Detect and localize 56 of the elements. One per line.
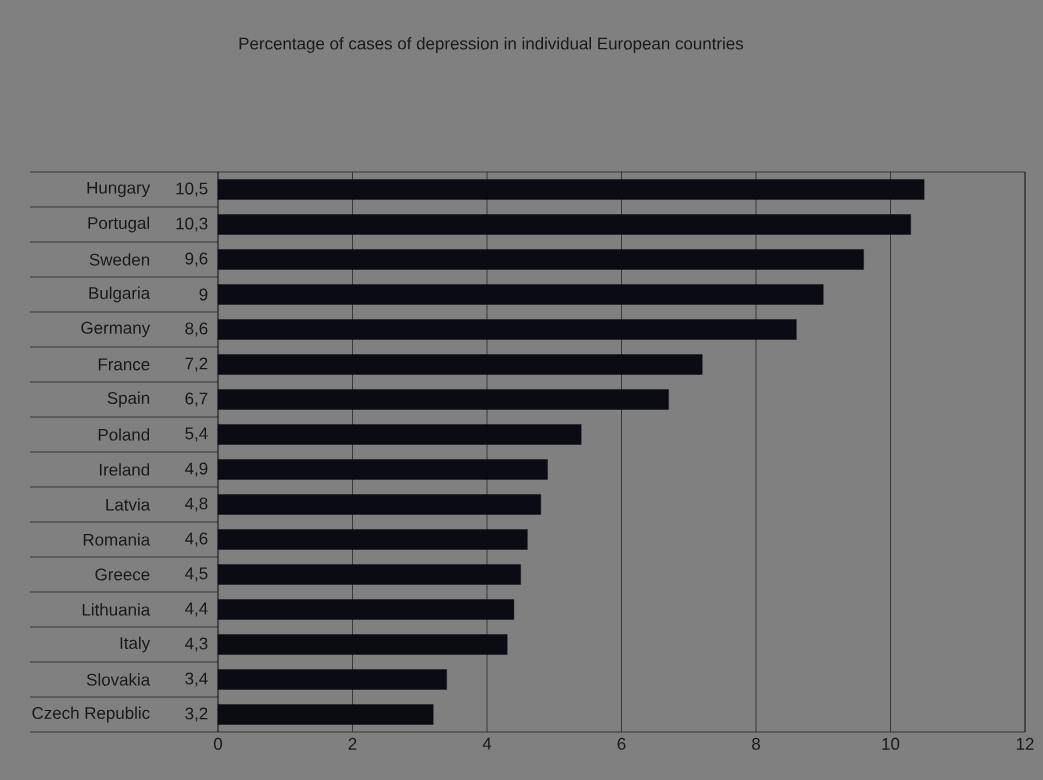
x-tick-label: 0 [213,737,223,750]
y-tick-label: Lithuania [82,603,151,616]
bar [217,704,434,725]
x-tick-label: 10 [882,737,900,750]
y-tick-label: Poland [98,428,150,441]
y-tick-label: Portugal [88,216,150,233]
x-tick-label: 2 [348,737,357,750]
bar [217,634,508,655]
y-tick-label: Sweden [89,253,150,266]
y-tick-label: Germany [81,321,151,338]
chart-title: Percentage of cases of depression in individual European countries [239,37,744,53]
x-tick-label: 4 [482,737,492,750]
bar [217,319,797,340]
data-label: 3,4 [185,672,208,687]
data-label: 9 [199,288,208,301]
data-label: 4,9 [185,462,208,477]
data-label: 3,2 [185,707,208,722]
data-label: 10,5 [176,182,208,197]
bar [217,669,447,690]
data-label: 4,8 [185,497,208,512]
y-tick-label: Slovakia [86,673,151,686]
y-tick-label: Bulgaria [89,286,151,303]
bar [217,389,669,410]
data-label: 10,3 [176,217,208,232]
data-label: 4,5 [185,567,208,582]
x-tick-label: 6 [617,737,626,750]
bar [217,529,528,550]
bar [217,494,542,515]
y-tick-label: France [98,358,150,371]
x-tick-label: 12 [1016,737,1034,750]
y-tick-label: Italy [120,636,151,653]
data-label: 7,2 [185,357,208,372]
bar [217,179,925,200]
bar [217,284,824,305]
y-tick-label: Latvia [106,498,151,511]
y-tick-label: Spain [107,391,150,408]
data-label: 5,4 [185,427,208,442]
data-label: 9,6 [185,252,208,267]
data-label: 4,3 [185,637,208,652]
bar [217,249,864,270]
data-label: 6,7 [185,392,208,407]
y-tick-label: Romania [83,533,151,546]
bar [217,459,548,480]
x-tick-label: 8 [752,737,760,750]
y-tick-label: Ireland [99,463,150,476]
y-tick-label: Greece [95,568,150,581]
bar [217,354,703,375]
bar [217,599,515,620]
data-label: 8,6 [185,322,208,337]
data-label: 4,4 [185,602,208,617]
y-tick-label: Czech Republic [32,706,150,723]
y-tick-label: Hungary [87,181,151,198]
bar [217,424,582,445]
bar [217,564,521,585]
data-label: 4,6 [185,532,208,547]
bar [217,214,911,235]
